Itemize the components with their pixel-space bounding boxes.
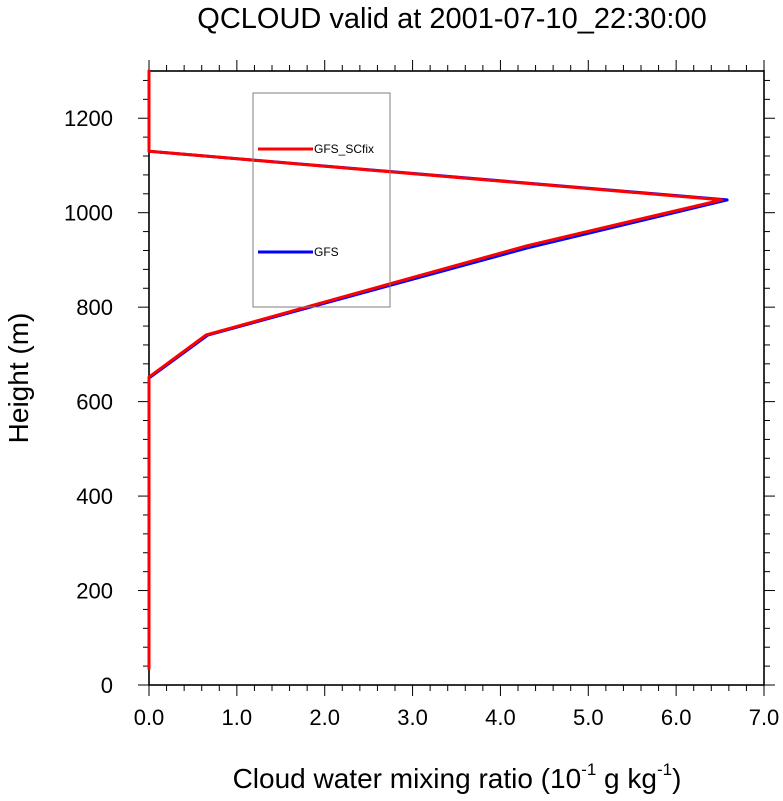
axis-ticks bbox=[138, 60, 775, 696]
x-axis-label-base: Cloud water mixing ratio (10 bbox=[233, 763, 582, 794]
y-tick-label: 600 bbox=[76, 390, 113, 415]
chart-title: QCLOUD valid at 2001-07-10_22:30:00 bbox=[197, 3, 706, 35]
x-tick-label: 7.0 bbox=[749, 705, 780, 730]
y-tick-label: 0 bbox=[101, 673, 113, 698]
y-tick-label: 1000 bbox=[64, 201, 113, 226]
x-tick-label: 1.0 bbox=[222, 705, 253, 730]
series-lines bbox=[147, 69, 729, 670]
x-axis-label-exp1: -1 bbox=[581, 760, 596, 779]
y-tick-labels: 0 200 400 600 800 1000 1200 bbox=[64, 106, 113, 698]
x-tick-label: 4.0 bbox=[485, 705, 516, 730]
x-axis-label-end: ) bbox=[672, 763, 681, 794]
x-axis-label: Cloud water mixing ratio (10-1 g kg-1) bbox=[233, 760, 682, 794]
x-tick-label: 0.0 bbox=[134, 705, 165, 730]
x-tick-label: 6.0 bbox=[661, 705, 692, 730]
y-tick-label: 200 bbox=[76, 579, 113, 604]
x-axis-label-exp2: -1 bbox=[657, 760, 672, 779]
x-tick-label: 5.0 bbox=[573, 705, 604, 730]
legend-box bbox=[252, 92, 391, 308]
y-tick-label: 1200 bbox=[64, 106, 113, 131]
y-axis-label: Height (m) bbox=[3, 313, 34, 444]
legend-label-gfs-scfix: GFS_SCfix bbox=[314, 142, 374, 156]
series-line-gfs-scfix bbox=[147, 69, 724, 670]
series-line-gfs bbox=[147, 69, 729, 670]
plot-frame bbox=[148, 70, 765, 686]
x-tick-label: 3.0 bbox=[397, 705, 428, 730]
legend-label-gfs: GFS bbox=[314, 245, 339, 259]
legend: GFS_SCfix GFS bbox=[252, 92, 391, 308]
y-tick-label: 400 bbox=[76, 484, 113, 509]
x-tick-label: 2.0 bbox=[309, 705, 340, 730]
y-tick-label: 800 bbox=[76, 295, 113, 320]
x-tick-labels: 0.0 1.0 2.0 3.0 4.0 5.0 6.0 7.0 bbox=[134, 705, 780, 730]
x-axis-label-mid: g kg bbox=[596, 763, 657, 794]
